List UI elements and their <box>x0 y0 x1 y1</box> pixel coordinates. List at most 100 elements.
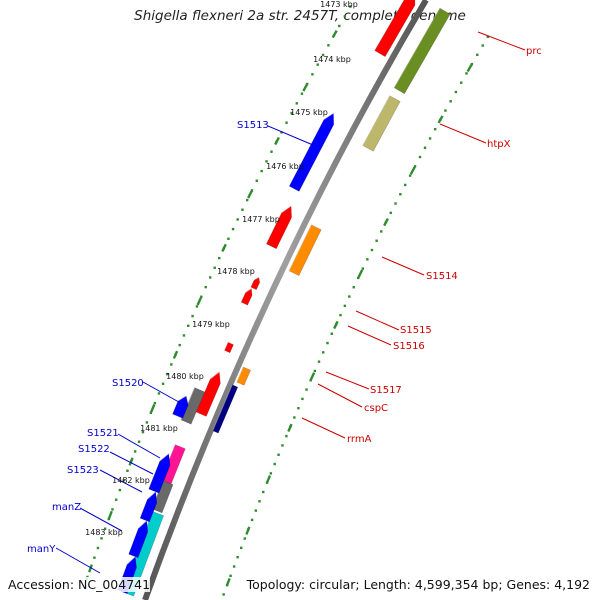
track-dot <box>218 256 221 260</box>
leader-line <box>109 451 154 475</box>
track-dot <box>285 121 288 124</box>
gene-block-fwd-gene[interactable] <box>266 205 292 250</box>
track-dot <box>222 593 225 596</box>
track-dot <box>281 444 284 447</box>
track-dot <box>343 304 347 308</box>
kbp-label: 1476 kbp <box>266 162 304 171</box>
gene-block-rev-gene[interactable] <box>172 395 189 419</box>
gene-block-fwd-gene[interactable] <box>250 276 261 291</box>
gene-label-s1516[interactable]: S1516 <box>393 341 425 352</box>
leader-line <box>267 125 314 146</box>
gene-block-highlight <box>147 491 157 500</box>
gene-label-s1522[interactable]: S1522 <box>78 444 110 455</box>
gene-block-highlight <box>245 288 252 293</box>
gene-block-highlight <box>281 205 292 214</box>
track-dot <box>280 131 283 134</box>
gene-block-rev-gene[interactable] <box>362 95 401 152</box>
track-dot <box>327 44 330 47</box>
track-dot <box>126 469 129 472</box>
track-dot <box>250 189 254 192</box>
gene-label-cspc[interactable]: cspC <box>364 403 388 414</box>
gene-block-highlight <box>236 366 244 383</box>
kbp-label: 1483 kbp <box>85 528 123 537</box>
track-dot <box>418 155 422 159</box>
gene-label-prc[interactable]: prc <box>526 46 542 57</box>
gene-label-s1515[interactable]: S1515 <box>400 325 432 336</box>
track-dot <box>178 343 181 347</box>
track-dot <box>476 53 479 57</box>
gene-block-fwd-gene[interactable] <box>288 112 335 192</box>
track-dot <box>187 324 190 327</box>
gene-label-htpx[interactable]: htpX <box>487 139 511 150</box>
track-dot <box>195 305 199 308</box>
gene-block-fwd-gene[interactable] <box>240 288 253 306</box>
track-dot <box>100 537 103 540</box>
track-dot <box>433 127 437 131</box>
gene-block-highlight <box>288 224 312 271</box>
track-dot <box>191 314 194 318</box>
track-dot <box>428 137 432 140</box>
gene-block-rev-gene[interactable] <box>139 491 158 523</box>
kbp-tick <box>274 136 280 146</box>
gene-label-s1513[interactable]: S1513 <box>237 120 269 131</box>
gene-label-manz[interactable]: manZ <box>52 502 81 513</box>
track-dot <box>394 202 397 205</box>
gene-block-highlight <box>212 384 233 431</box>
track-dot <box>111 508 114 511</box>
leader-line <box>347 325 392 346</box>
gene-block-rev-gene[interactable] <box>393 7 451 95</box>
track-dot <box>375 239 378 242</box>
leader-line <box>317 383 363 408</box>
gene-block-fwd-gene[interactable] <box>195 371 221 417</box>
track-dot <box>229 574 232 578</box>
gene-label-s1517[interactable]: S1517 <box>370 385 402 396</box>
kbp-tick <box>287 423 293 432</box>
gene-block-rev-gene[interactable] <box>148 453 171 494</box>
gene-block-fwd-gene[interactable] <box>374 0 416 58</box>
track-dot <box>153 401 157 405</box>
track-dot <box>370 248 374 252</box>
track-dot <box>232 565 236 568</box>
track-dot <box>241 208 244 211</box>
track-dot <box>245 198 249 202</box>
gene-label-s1521[interactable]: S1521 <box>87 428 119 439</box>
gene-label-s1523[interactable]: S1523 <box>67 465 99 476</box>
kbp-tick <box>357 269 364 278</box>
kbp-label-layer: 1473 kbp 1474 kbp 1475 kbp 1476 kbp 1477… <box>85 0 358 537</box>
gene-block-rev-gene[interactable] <box>128 520 149 559</box>
gene-label-s1520[interactable]: S1520 <box>112 378 144 389</box>
gene-label-many[interactable]: manY <box>27 544 56 555</box>
gene-block-fwd-gene[interactable] <box>224 341 234 354</box>
track-dot <box>349 5 352 8</box>
leader-line <box>381 256 425 276</box>
track-dot <box>305 388 308 391</box>
gene-block-rev-gene[interactable] <box>236 366 251 386</box>
track-dot <box>309 379 312 382</box>
track-dot <box>270 150 273 153</box>
track-dot <box>161 382 165 385</box>
kbp-tick <box>172 350 179 359</box>
gene-block-rev-gene[interactable] <box>288 224 322 277</box>
leader-line <box>142 381 187 407</box>
leader-line <box>477 31 526 51</box>
track-dot <box>339 313 342 317</box>
leader-line <box>439 123 487 144</box>
gene-label-s1514[interactable]: S1514 <box>426 271 458 282</box>
track-dot <box>265 160 268 163</box>
track-dot <box>295 102 298 105</box>
track-dot <box>449 100 452 103</box>
leader-line <box>301 417 346 439</box>
kbp-tick <box>245 526 251 535</box>
track-dot <box>313 369 317 373</box>
track-dot <box>149 411 153 414</box>
track-dot <box>357 276 360 280</box>
genome-summary-text: Topology: circular; Length: 4,599,354 bp… <box>246 577 590 592</box>
track-dot <box>250 518 254 522</box>
kbp-tick <box>88 564 93 573</box>
gene-block-rev-gene[interactable] <box>212 384 239 434</box>
leader-line <box>117 433 161 459</box>
track-dot <box>399 193 402 196</box>
track-dot <box>213 266 216 269</box>
track-dot <box>389 211 392 215</box>
gene-label-rrma[interactable]: rrmA <box>347 434 372 445</box>
